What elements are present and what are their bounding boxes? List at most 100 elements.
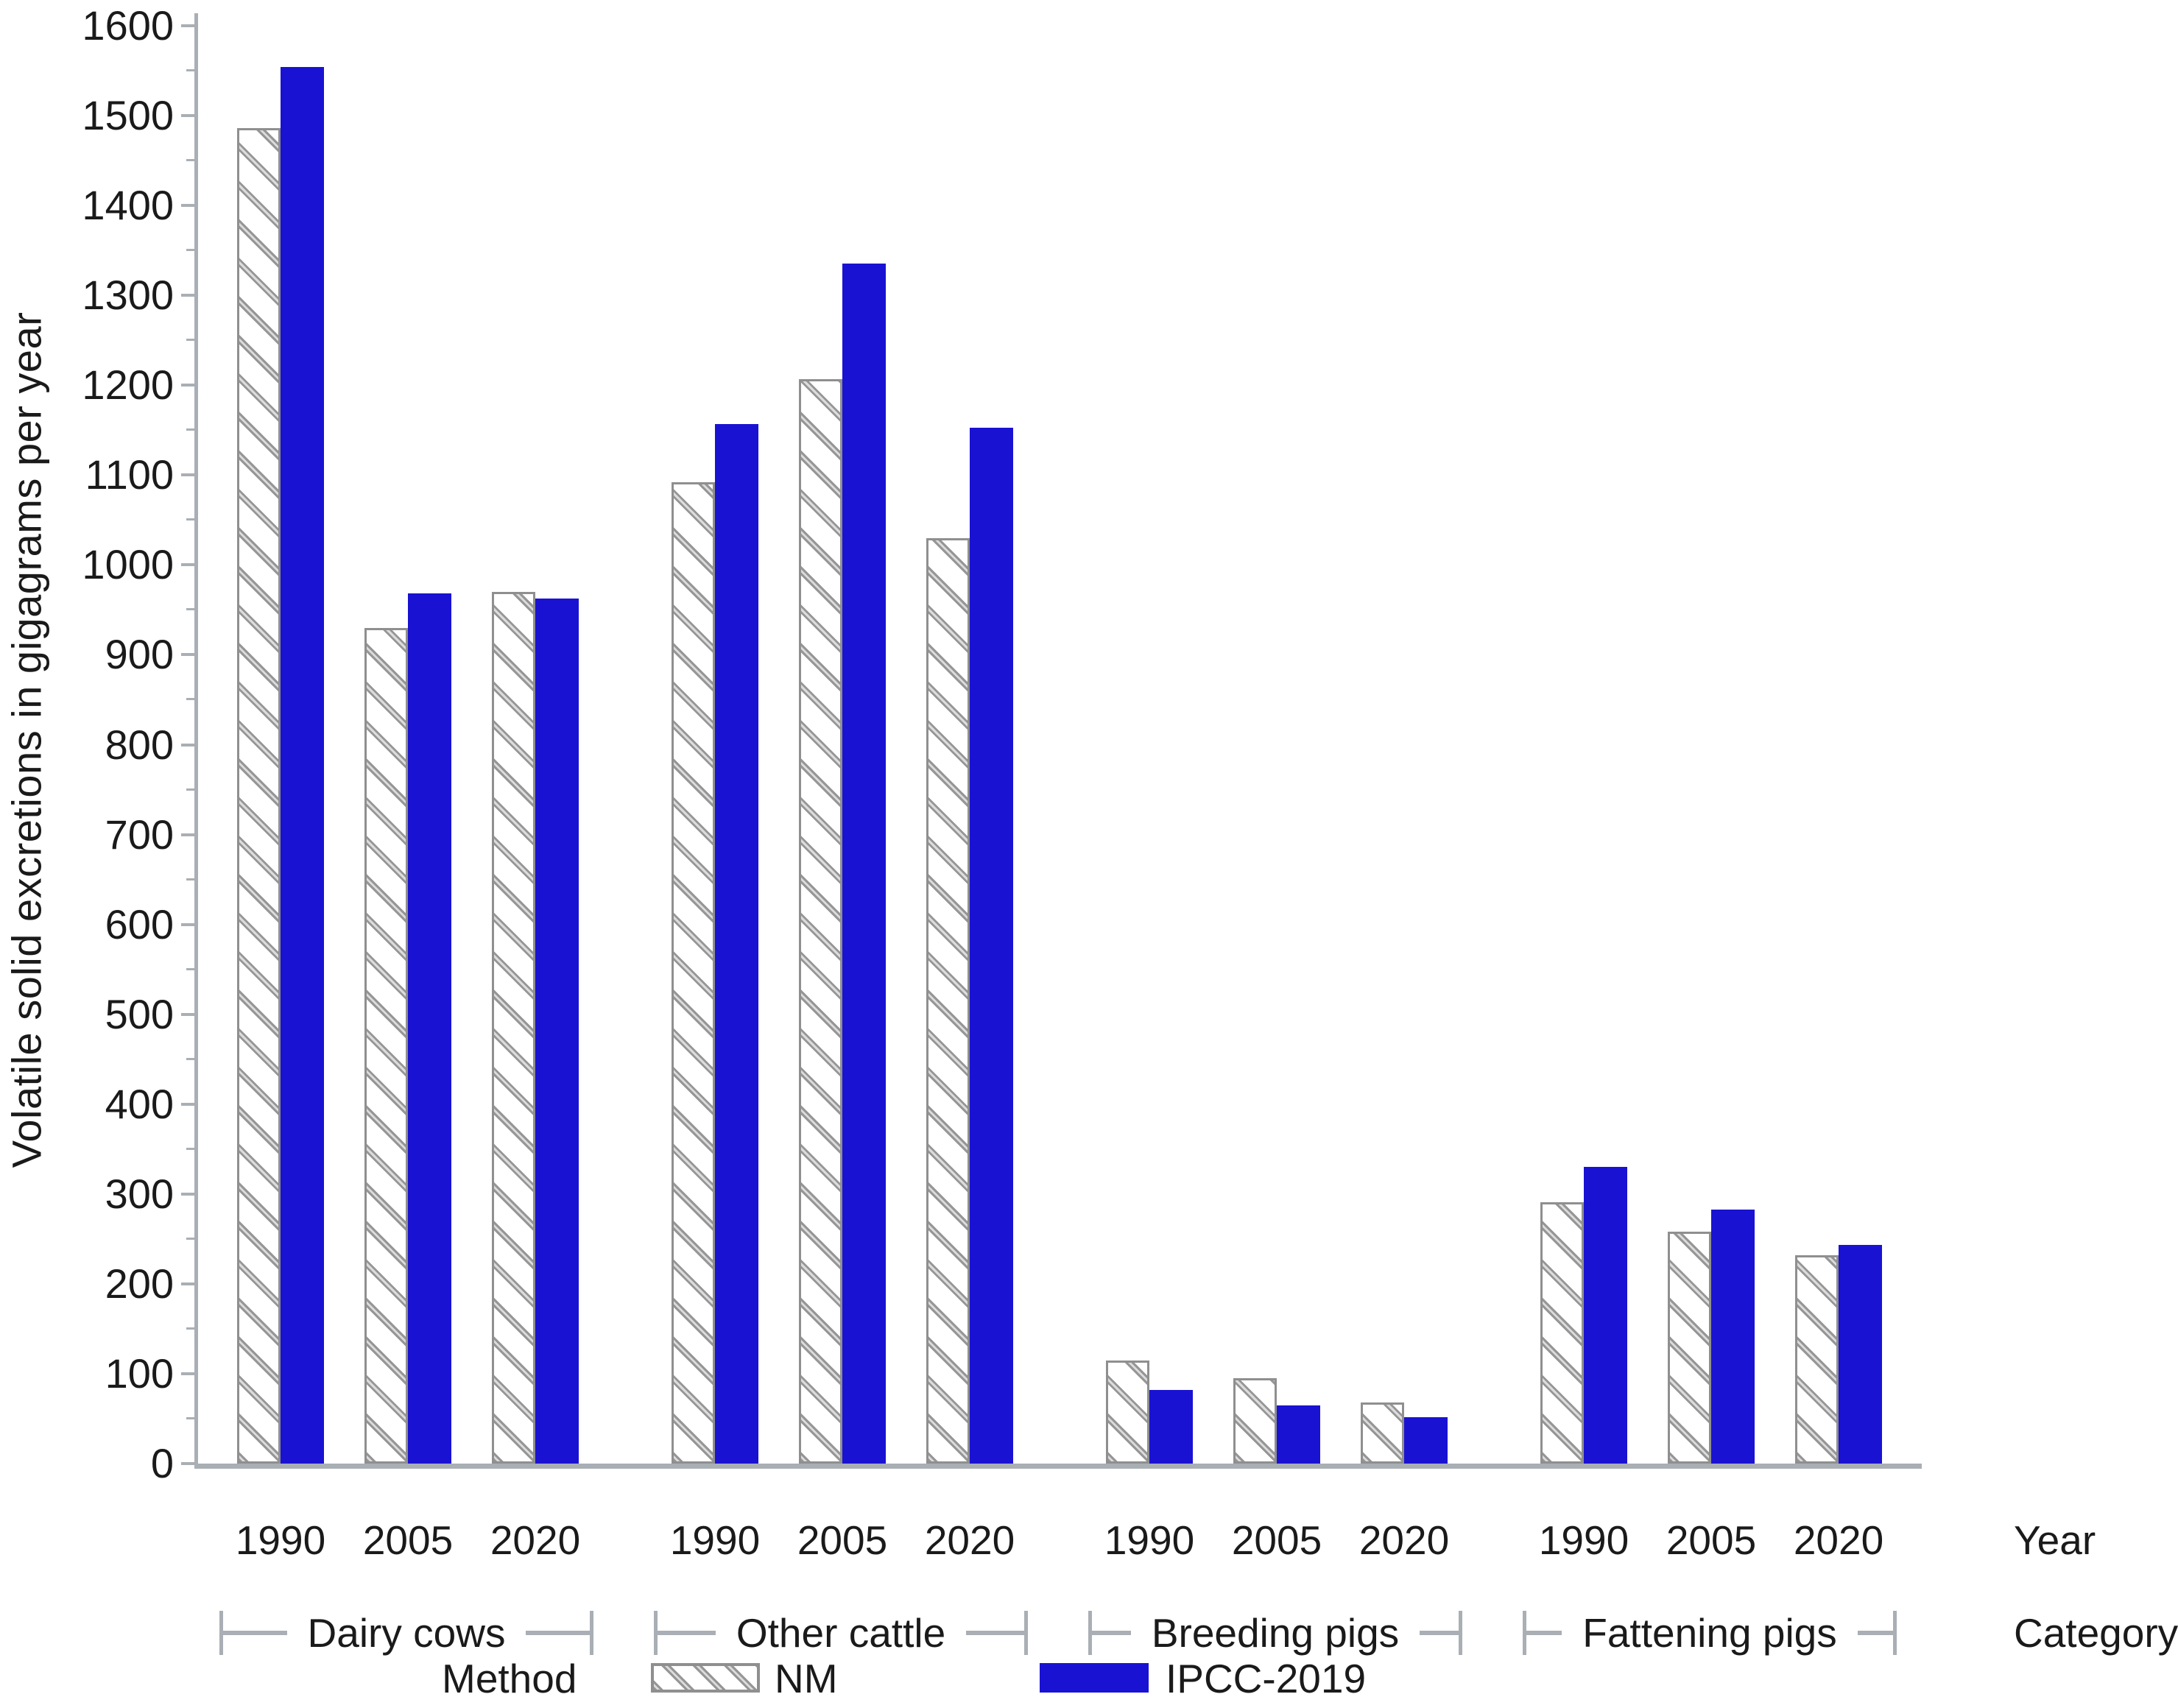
bracket-left-line — [223, 1631, 287, 1635]
y-minor-tick-550 — [186, 967, 194, 970]
legend-label-nm: NM — [775, 1656, 838, 1701]
y-major-tick-300 — [181, 1192, 194, 1196]
y-major-tick-900 — [181, 653, 194, 657]
y-minor-tick-250 — [186, 1237, 194, 1240]
bracket-left-cap — [219, 1611, 223, 1655]
x-tick-label-breeding-pigs-2020: 2020 — [1358, 1517, 1450, 1563]
y-minor-tick-1350 — [186, 249, 194, 252]
category-bracket-other-cattle: Other cattle — [654, 1609, 1029, 1656]
y-tick-label-1600: 1600 — [82, 2, 174, 49]
y-major-tick-1600 — [181, 24, 194, 28]
bracket-left-cap — [1523, 1611, 1526, 1655]
y-tick-label-1000: 1000 — [82, 541, 174, 588]
y-minor-tick-150 — [186, 1327, 194, 1330]
bar-ipcc-2019-fattening-pigs-2005 — [1711, 1209, 1755, 1464]
y-major-tick-1500 — [181, 114, 194, 118]
category-label: Breeding pigs — [1151, 1610, 1400, 1656]
x-tick-label-other-cattle-2005: 2005 — [797, 1517, 888, 1563]
bracket-left-line — [658, 1631, 716, 1635]
year-axis-caption: Year — [2014, 1517, 2096, 1563]
y-major-tick-100 — [181, 1372, 194, 1375]
y-major-tick-1200 — [181, 384, 194, 387]
bar-nm-other-cattle-2020 — [926, 537, 970, 1464]
bar-ipcc-2019-breeding-pigs-2005 — [1277, 1405, 1320, 1464]
x-tick-label-other-cattle-2020: 2020 — [924, 1517, 1015, 1563]
y-minor-tick-1150 — [186, 428, 194, 431]
y-minor-tick-650 — [186, 878, 194, 881]
bracket-right-cap — [1893, 1611, 1897, 1655]
x-tick-label-other-cattle-1990: 1990 — [669, 1517, 761, 1563]
y-minor-tick-450 — [186, 1057, 194, 1060]
y-major-tick-1000 — [181, 563, 194, 567]
y-minor-tick-50 — [186, 1416, 194, 1419]
bracket-right-line — [966, 1631, 1025, 1635]
y-major-tick-200 — [181, 1282, 194, 1285]
y-tick-label-700: 700 — [105, 811, 174, 858]
bracket-left-line — [1092, 1631, 1131, 1635]
category-axis-caption: Category — [2014, 1610, 2178, 1656]
bracket-right-cap — [1024, 1611, 1029, 1655]
category-bracket-breeding-pigs: Breeding pigs — [1088, 1609, 1462, 1656]
y-tick-label-600: 600 — [105, 900, 174, 947]
bar-nm-other-cattle-1990 — [672, 482, 715, 1464]
x-tick-label-dairy-cows-2020: 2020 — [490, 1517, 581, 1563]
y-major-tick-1100 — [181, 473, 194, 477]
bar-ipcc-2019-fattening-pigs-2020 — [1839, 1245, 1882, 1464]
bar-nm-breeding-pigs-1990 — [1106, 1360, 1149, 1464]
y-minor-tick-350 — [186, 1147, 194, 1150]
y-major-tick-700 — [181, 833, 194, 836]
category-label: Fattening pigs — [1582, 1610, 1837, 1656]
y-major-tick-0 — [181, 1462, 194, 1465]
y-tick-label-1500: 1500 — [82, 92, 174, 139]
category-bracket-fattening-pigs: Fattening pigs — [1523, 1609, 1897, 1656]
y-tick-label-800: 800 — [105, 721, 174, 768]
x-tick-label-fattening-pigs-1990: 1990 — [1538, 1517, 1629, 1563]
bar-ipcc-2019-dairy-cows-2020 — [535, 598, 579, 1464]
y-tick-label-300: 300 — [105, 1170, 174, 1217]
bar-ipcc-2019-other-cattle-2005 — [842, 264, 886, 1464]
bracket-left-cap — [654, 1611, 658, 1655]
bar-ipcc-2019-dairy-cows-1990 — [281, 67, 324, 1464]
category-label: Dairy cows — [307, 1610, 506, 1656]
y-minor-tick-1050 — [186, 518, 194, 521]
y-minor-tick-950 — [186, 608, 194, 611]
y-major-tick-1300 — [181, 294, 194, 297]
bracket-right-cap — [1459, 1611, 1462, 1655]
legend-swatch-ipcc-2019 — [1040, 1663, 1149, 1693]
x-tick-label-dairy-cows-2005: 2005 — [362, 1517, 454, 1563]
y-tick-label-1300: 1300 — [82, 272, 174, 319]
bar-nm-breeding-pigs-2020 — [1361, 1402, 1404, 1464]
y-tick-label-200: 200 — [105, 1260, 174, 1307]
bar-ipcc-2019-other-cattle-2020 — [970, 427, 1013, 1464]
bracket-right-line — [1857, 1631, 1893, 1635]
x-tick-label-fattening-pigs-2020: 2020 — [1793, 1517, 1884, 1563]
y-tick-label-500: 500 — [105, 990, 174, 1037]
bar-nm-fattening-pigs-1990 — [1540, 1201, 1584, 1464]
y-tick-label-900: 900 — [105, 631, 174, 678]
x-tick-label-fattening-pigs-2005: 2005 — [1666, 1517, 1757, 1563]
y-major-tick-500 — [181, 1012, 194, 1016]
y-tick-label-1200: 1200 — [82, 361, 174, 409]
y-tick-label-1400: 1400 — [82, 182, 174, 229]
bar-nm-other-cattle-2005 — [799, 378, 842, 1464]
x-tick-label-dairy-cows-1990: 1990 — [235, 1517, 326, 1563]
bar-nm-breeding-pigs-2005 — [1233, 1378, 1277, 1464]
bracket-right-line — [1420, 1631, 1459, 1635]
legend-swatch-nm — [651, 1663, 760, 1693]
y-major-tick-400 — [181, 1102, 194, 1106]
y-minor-tick-1550 — [186, 69, 194, 72]
y-minor-tick-1450 — [186, 159, 194, 162]
bar-nm-dairy-cows-2005 — [364, 627, 408, 1464]
category-bracket-dairy-cows: Dairy cows — [219, 1609, 593, 1656]
bar-nm-fattening-pigs-2005 — [1668, 1232, 1711, 1464]
bar-nm-fattening-pigs-2020 — [1795, 1254, 1839, 1464]
x-tick-label-breeding-pigs-1990: 1990 — [1104, 1517, 1195, 1563]
bar-ipcc-2019-other-cattle-1990 — [715, 423, 758, 1464]
bracket-right-cap — [590, 1611, 593, 1655]
x-tick-label-breeding-pigs-2005: 2005 — [1231, 1517, 1322, 1563]
bar-ipcc-2019-breeding-pigs-1990 — [1149, 1389, 1193, 1464]
category-label: Other cattle — [736, 1610, 946, 1656]
y-tick-label-1100: 1100 — [85, 451, 174, 498]
bracket-left-line — [1526, 1631, 1562, 1635]
